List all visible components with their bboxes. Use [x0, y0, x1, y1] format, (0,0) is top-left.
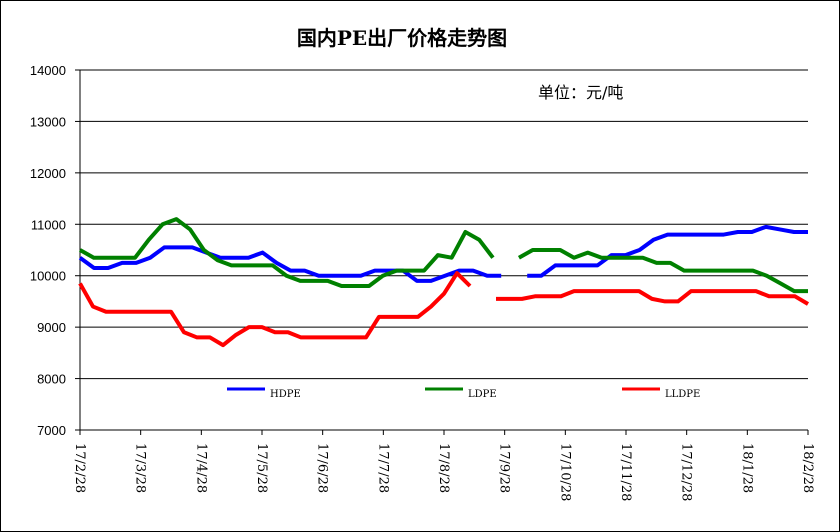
- x-tick-label: 17/8/28: [436, 443, 451, 493]
- y-tick-label: 9000: [37, 320, 66, 335]
- x-axis-ticks: 17/2/28 17/3/28 17/4/28 17/5/28 17/6/28 17/7/…: [72, 430, 815, 501]
- x-tick-label: 17/7/28: [375, 443, 390, 493]
- y-tick-label: 12000: [30, 166, 66, 181]
- x-tick-label: 17/12/28: [679, 443, 694, 501]
- unit-label: 单位：元/吨: [538, 83, 623, 102]
- legend-label-lldpe: LLDPE: [665, 389, 700, 400]
- y-tick-label: 11000: [31, 217, 66, 232]
- x-tick-label: 17/5/28: [254, 443, 269, 493]
- axes: [79, 70, 808, 431]
- series-line-lldpe: [496, 289, 810, 306]
- series-line-lldpe: [78, 271, 472, 348]
- x-tick-label: 17/11/28: [618, 443, 633, 501]
- legend-label-ldpe: LDPE: [468, 389, 497, 400]
- x-tick-label: 17/9/28: [497, 443, 512, 493]
- series-line-ldpe: [517, 248, 808, 294]
- series-line-hdpe: [78, 245, 502, 283]
- chart-title: 国内PE出厂价格走势图: [297, 26, 507, 50]
- series-line-hdpe: [527, 224, 808, 278]
- legend: HDPE LDPE LLDPE: [227, 387, 700, 400]
- y-axis-ticks: 7000 8000 9000 10000 11000 12000 13000 14000: [30, 63, 80, 438]
- legend-label-hdpe: HDPE: [270, 389, 301, 400]
- x-tick-label: 17/3/28: [133, 443, 148, 493]
- x-tick-label: 17/4/28: [193, 443, 208, 493]
- x-tick-label: 18/2/28: [800, 443, 815, 493]
- x-tick-label: 17/2/28: [72, 443, 87, 493]
- series-lines: [78, 217, 810, 348]
- y-tick-label: 10000: [30, 269, 66, 284]
- x-tick-label: 18/1/28: [739, 443, 754, 493]
- x-tick-label: 17/6/28: [315, 443, 330, 493]
- y-tick-label: 13000: [30, 114, 66, 129]
- gridlines: [80, 69, 808, 380]
- y-tick-label: 14000: [30, 63, 66, 78]
- x-tick-label: 17/10/28: [557, 443, 572, 501]
- y-tick-label: 8000: [37, 372, 66, 387]
- series-line-ldpe: [79, 217, 495, 288]
- y-tick-label: 7000: [37, 423, 66, 438]
